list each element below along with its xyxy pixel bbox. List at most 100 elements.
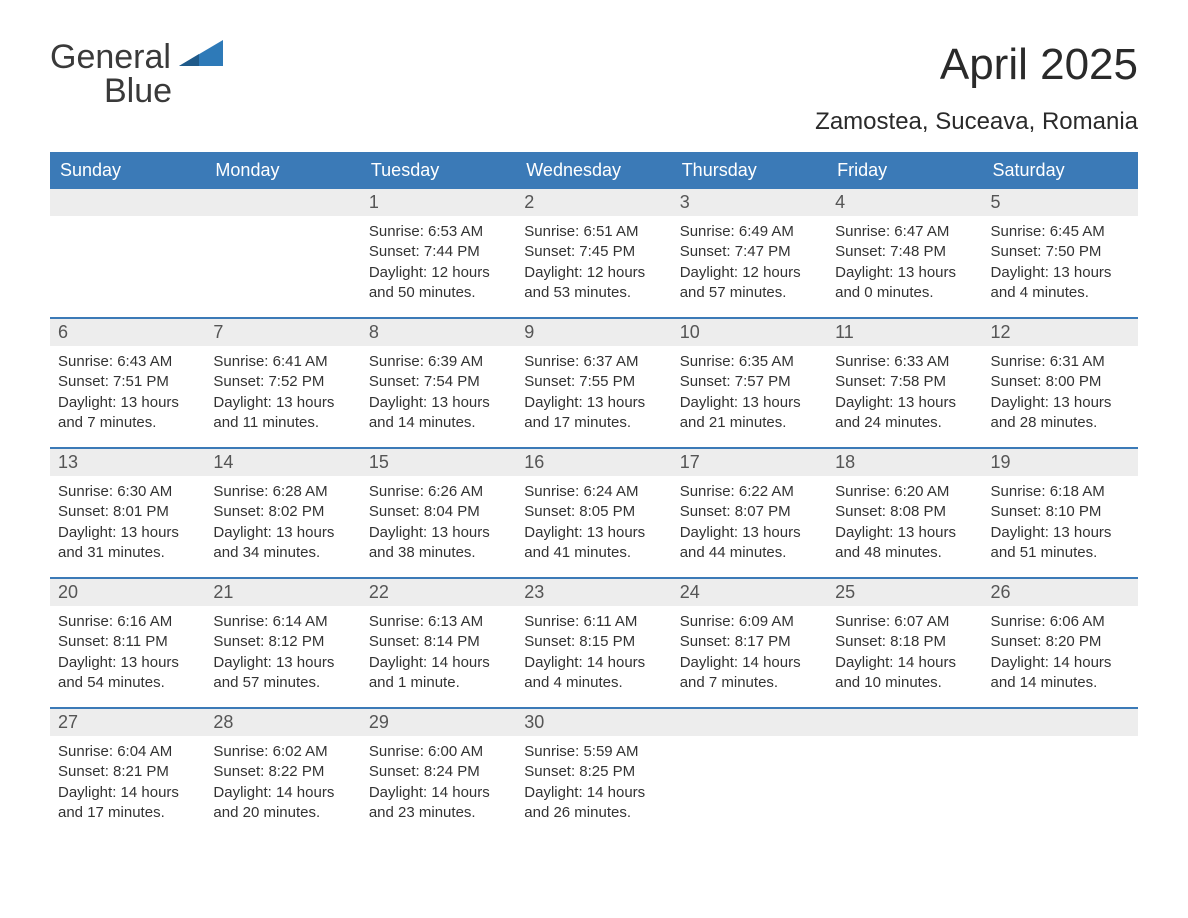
d2-text: and 23 minutes. (369, 803, 508, 823)
day-number: 19 (983, 449, 1138, 476)
sunrise-text: Sunrise: 6:20 AM (835, 482, 974, 502)
day-data: Sunrise: 6:31 AMSunset: 8:00 PMDaylight:… (983, 346, 1138, 437)
sunset-text: Sunset: 8:01 PM (58, 502, 197, 522)
day-data: Sunrise: 6:30 AMSunset: 8:01 PMDaylight:… (50, 476, 205, 567)
d1-text: Daylight: 13 hours (58, 523, 197, 543)
sunrise-text: Sunrise: 6:37 AM (524, 352, 663, 372)
sunrise-text: Sunrise: 6:24 AM (524, 482, 663, 502)
d1-text: Daylight: 13 hours (524, 523, 663, 543)
day-number: 4 (827, 189, 982, 216)
day-number (672, 709, 827, 736)
sunrise-text: Sunrise: 6:28 AM (213, 482, 352, 502)
day-cell: 9Sunrise: 6:37 AMSunset: 7:55 PMDaylight… (516, 319, 671, 447)
day-cell: 3Sunrise: 6:49 AMSunset: 7:47 PMDaylight… (672, 189, 827, 317)
d2-text: and 34 minutes. (213, 543, 352, 563)
sunset-text: Sunset: 7:52 PM (213, 372, 352, 392)
day-cell: 23Sunrise: 6:11 AMSunset: 8:15 PMDayligh… (516, 579, 671, 707)
sunrise-text: Sunrise: 6:30 AM (58, 482, 197, 502)
day-number: 6 (50, 319, 205, 346)
d1-text: Daylight: 13 hours (58, 653, 197, 673)
sunset-text: Sunset: 8:15 PM (524, 632, 663, 652)
sunrise-text: Sunrise: 6:53 AM (369, 222, 508, 242)
sunrise-text: Sunrise: 6:18 AM (991, 482, 1130, 502)
d2-text: and 4 minutes. (991, 283, 1130, 303)
sunset-text: Sunset: 7:51 PM (58, 372, 197, 392)
day-cell: 11Sunrise: 6:33 AMSunset: 7:58 PMDayligh… (827, 319, 982, 447)
brand-word1: General (50, 38, 171, 76)
day-data: Sunrise: 6:09 AMSunset: 8:17 PMDaylight:… (672, 606, 827, 697)
d2-text: and 53 minutes. (524, 283, 663, 303)
day-cell: 13Sunrise: 6:30 AMSunset: 8:01 PMDayligh… (50, 449, 205, 577)
day-cell: 21Sunrise: 6:14 AMSunset: 8:12 PMDayligh… (205, 579, 360, 707)
d2-text: and 24 minutes. (835, 413, 974, 433)
day-data: Sunrise: 6:47 AMSunset: 7:48 PMDaylight:… (827, 216, 982, 307)
day-data: Sunrise: 6:07 AMSunset: 8:18 PMDaylight:… (827, 606, 982, 697)
day-number: 23 (516, 579, 671, 606)
sunset-text: Sunset: 8:20 PM (991, 632, 1130, 652)
day-cell: 28Sunrise: 6:02 AMSunset: 8:22 PMDayligh… (205, 709, 360, 837)
d2-text: and 14 minutes. (991, 673, 1130, 693)
sunrise-text: Sunrise: 6:26 AM (369, 482, 508, 502)
day-number: 5 (983, 189, 1138, 216)
d1-text: Daylight: 14 hours (369, 783, 508, 803)
d1-text: Daylight: 12 hours (369, 263, 508, 283)
week-row: 20Sunrise: 6:16 AMSunset: 8:11 PMDayligh… (50, 577, 1138, 707)
day-cell: 5Sunrise: 6:45 AMSunset: 7:50 PMDaylight… (983, 189, 1138, 317)
sunrise-text: Sunrise: 6:51 AM (524, 222, 663, 242)
d2-text: and 21 minutes. (680, 413, 819, 433)
day-number: 18 (827, 449, 982, 476)
sunset-text: Sunset: 8:02 PM (213, 502, 352, 522)
sunrise-text: Sunrise: 6:43 AM (58, 352, 197, 372)
sunrise-text: Sunrise: 6:33 AM (835, 352, 974, 372)
day-data: Sunrise: 6:39 AMSunset: 7:54 PMDaylight:… (361, 346, 516, 437)
d1-text: Daylight: 14 hours (835, 653, 974, 673)
d2-text: and 26 minutes. (524, 803, 663, 823)
day-number: 26 (983, 579, 1138, 606)
day-data: Sunrise: 6:49 AMSunset: 7:47 PMDaylight:… (672, 216, 827, 307)
day-number: 7 (205, 319, 360, 346)
sunrise-text: Sunrise: 6:07 AM (835, 612, 974, 632)
sunrise-text: Sunrise: 6:04 AM (58, 742, 197, 762)
d2-text: and 38 minutes. (369, 543, 508, 563)
day-number: 25 (827, 579, 982, 606)
d1-text: Daylight: 13 hours (369, 393, 508, 413)
day-cell: 1 Sunrise: 6:53 AMSunset: 7:44 PMDaylight… (361, 189, 516, 317)
sunset-text: Sunset: 8:25 PM (524, 762, 663, 782)
d1-text: Daylight: 13 hours (213, 653, 352, 673)
d2-text: and 54 minutes. (58, 673, 197, 693)
day-data: Sunrise: 6:26 AMSunset: 8:04 PMDaylight:… (361, 476, 516, 567)
day-cell: 25Sunrise: 6:07 AMSunset: 8:18 PMDayligh… (827, 579, 982, 707)
weeks-container: 1Sunrise: 6:53 AMSunset: 7:44 PMDaylight… (50, 189, 1138, 837)
day-data: Sunrise: 6:02 AMSunset: 8:22 PMDaylight:… (205, 736, 360, 827)
sunrise-text: Sunrise: 6:14 AM (213, 612, 352, 632)
sunset-text: Sunset: 7:44 PM (369, 242, 508, 262)
weekday-label: Tuesday (361, 152, 516, 189)
sunset-text: Sunset: 8:14 PM (369, 632, 508, 652)
day-data: Sunrise: 6:04 AMSunset: 8:21 PMDaylight:… (50, 736, 205, 827)
month-title: April 2025 (815, 40, 1138, 90)
day-number (983, 709, 1138, 736)
sunset-text: Sunset: 8:17 PM (680, 632, 819, 652)
d2-text: and 4 minutes. (524, 673, 663, 693)
day-cell (827, 709, 982, 837)
d2-text: and 17 minutes. (524, 413, 663, 433)
day-number: 29 (361, 709, 516, 736)
day-cell (205, 189, 360, 317)
day-number: 22 (361, 579, 516, 606)
day-number: 11 (827, 319, 982, 346)
d1-text: Daylight: 13 hours (369, 523, 508, 543)
day-cell: 22Sunrise: 6:13 AMSunset: 8:14 PMDayligh… (361, 579, 516, 707)
sunrise-text: Sunrise: 6:39 AM (369, 352, 508, 372)
day-number: 20 (50, 579, 205, 606)
sunrise-text: Sunrise: 6:49 AM (680, 222, 819, 242)
d2-text: and 44 minutes. (680, 543, 819, 563)
d1-text: Daylight: 14 hours (680, 653, 819, 673)
day-number: 1 (361, 189, 516, 216)
sunset-text: Sunset: 8:24 PM (369, 762, 508, 782)
location-text: Zamostea, Suceava, Romania (815, 108, 1138, 136)
day-data: Sunrise: 6:22 AMSunset: 8:07 PMDaylight:… (672, 476, 827, 567)
sunset-text: Sunset: 8:04 PM (369, 502, 508, 522)
sunset-text: Sunset: 8:00 PM (991, 372, 1130, 392)
day-data: Sunrise: 6:51 AMSunset: 7:45 PMDaylight:… (516, 216, 671, 307)
day-cell: 12Sunrise: 6:31 AMSunset: 8:00 PMDayligh… (983, 319, 1138, 447)
